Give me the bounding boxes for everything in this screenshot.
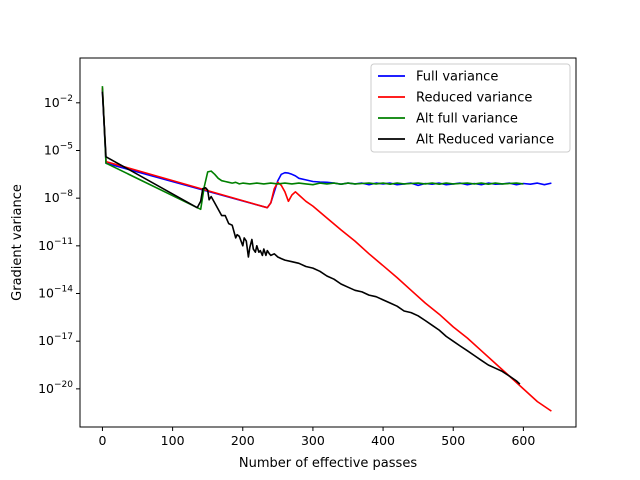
y-tick-label: 10−2: [44, 94, 73, 110]
y-axis-label: Gradient variance: [10, 184, 25, 301]
y-tick-label: 10−17: [38, 332, 73, 348]
series-line-1: [101, 87, 552, 412]
x-axis-label: Number of effective passes: [239, 456, 417, 471]
x-tick-label: 0: [98, 433, 106, 448]
y-tick-label: 10−11: [38, 237, 73, 253]
x-tick-label: 500: [441, 433, 465, 448]
y-tick-label: 10−8: [44, 189, 73, 205]
legend-box: [370, 63, 571, 153]
plot-frame: [79, 57, 577, 428]
y-tick-label: 10−20: [38, 380, 73, 396]
y-axis: 10−2 10−5 10−8 10−11 10−14 10−17 10−20: [38, 94, 80, 396]
x-tick-label: 300: [301, 433, 325, 448]
x-tick-label: 400: [371, 433, 395, 448]
legend-label-0: Full variance: [416, 70, 498, 85]
y-tick-label: 10−5: [44, 141, 73, 157]
y-tick-label: 10−14: [38, 285, 73, 301]
legend-label-1: Reduced variance: [416, 91, 532, 106]
legend-label-3: Alt Reduced variance: [416, 133, 554, 148]
legend-label-2: Alt full variance: [416, 112, 518, 127]
legend: Full variance Reduced variance Alt full va…: [370, 63, 571, 153]
x-tick-label: 100: [161, 433, 185, 448]
series-layer: [101, 86, 552, 412]
series-line-3: [101, 91, 521, 385]
x-tick-label: 600: [511, 433, 535, 448]
x-tick-label: 200: [231, 433, 255, 448]
x-axis: 0 100 200 300 400 500 600: [98, 427, 535, 448]
series-line-2: [101, 86, 524, 211]
